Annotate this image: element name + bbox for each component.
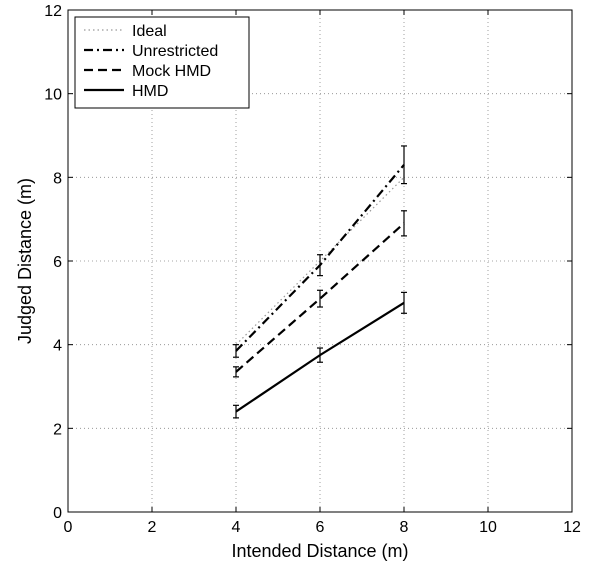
legend-label: HMD — [132, 83, 168, 100]
y-axis-label: Judged Distance (m) — [15, 178, 35, 344]
y-tick-label: 10 — [44, 87, 62, 104]
error-bars — [233, 145, 407, 419]
x-tick-label: 4 — [232, 519, 241, 536]
y-tick-label: 4 — [53, 338, 62, 355]
x-axis-label: Intended Distance (m) — [231, 541, 408, 561]
x-tick-label: 2 — [148, 519, 157, 536]
y-tick-label: 6 — [53, 254, 62, 271]
axis-ticks: 0 2 4 6 8 10 12 0 2 4 6 8 10 12 — [44, 3, 581, 536]
legend: Ideal Unrestricted Mock HMD HMD — [74, 16, 250, 109]
x-tick-label: 8 — [400, 519, 409, 536]
y-tick-label: 8 — [53, 170, 62, 187]
x-tick-label: 10 — [479, 519, 497, 536]
y-tick-label: 2 — [53, 421, 62, 438]
series-line-mock-hmd — [235, 222, 405, 373]
y-tick-label: 12 — [44, 3, 62, 20]
legend-box — [74, 16, 250, 109]
legend-label: Unrestricted — [132, 43, 218, 60]
legend-label: Mock HMD — [132, 63, 211, 80]
x-tick-label: 12 — [563, 519, 581, 536]
legend-label: Ideal — [132, 23, 167, 40]
x-tick-label: 0 — [64, 519, 73, 536]
y-tick-label: 0 — [53, 505, 62, 522]
x-tick-label: 6 — [316, 519, 325, 536]
